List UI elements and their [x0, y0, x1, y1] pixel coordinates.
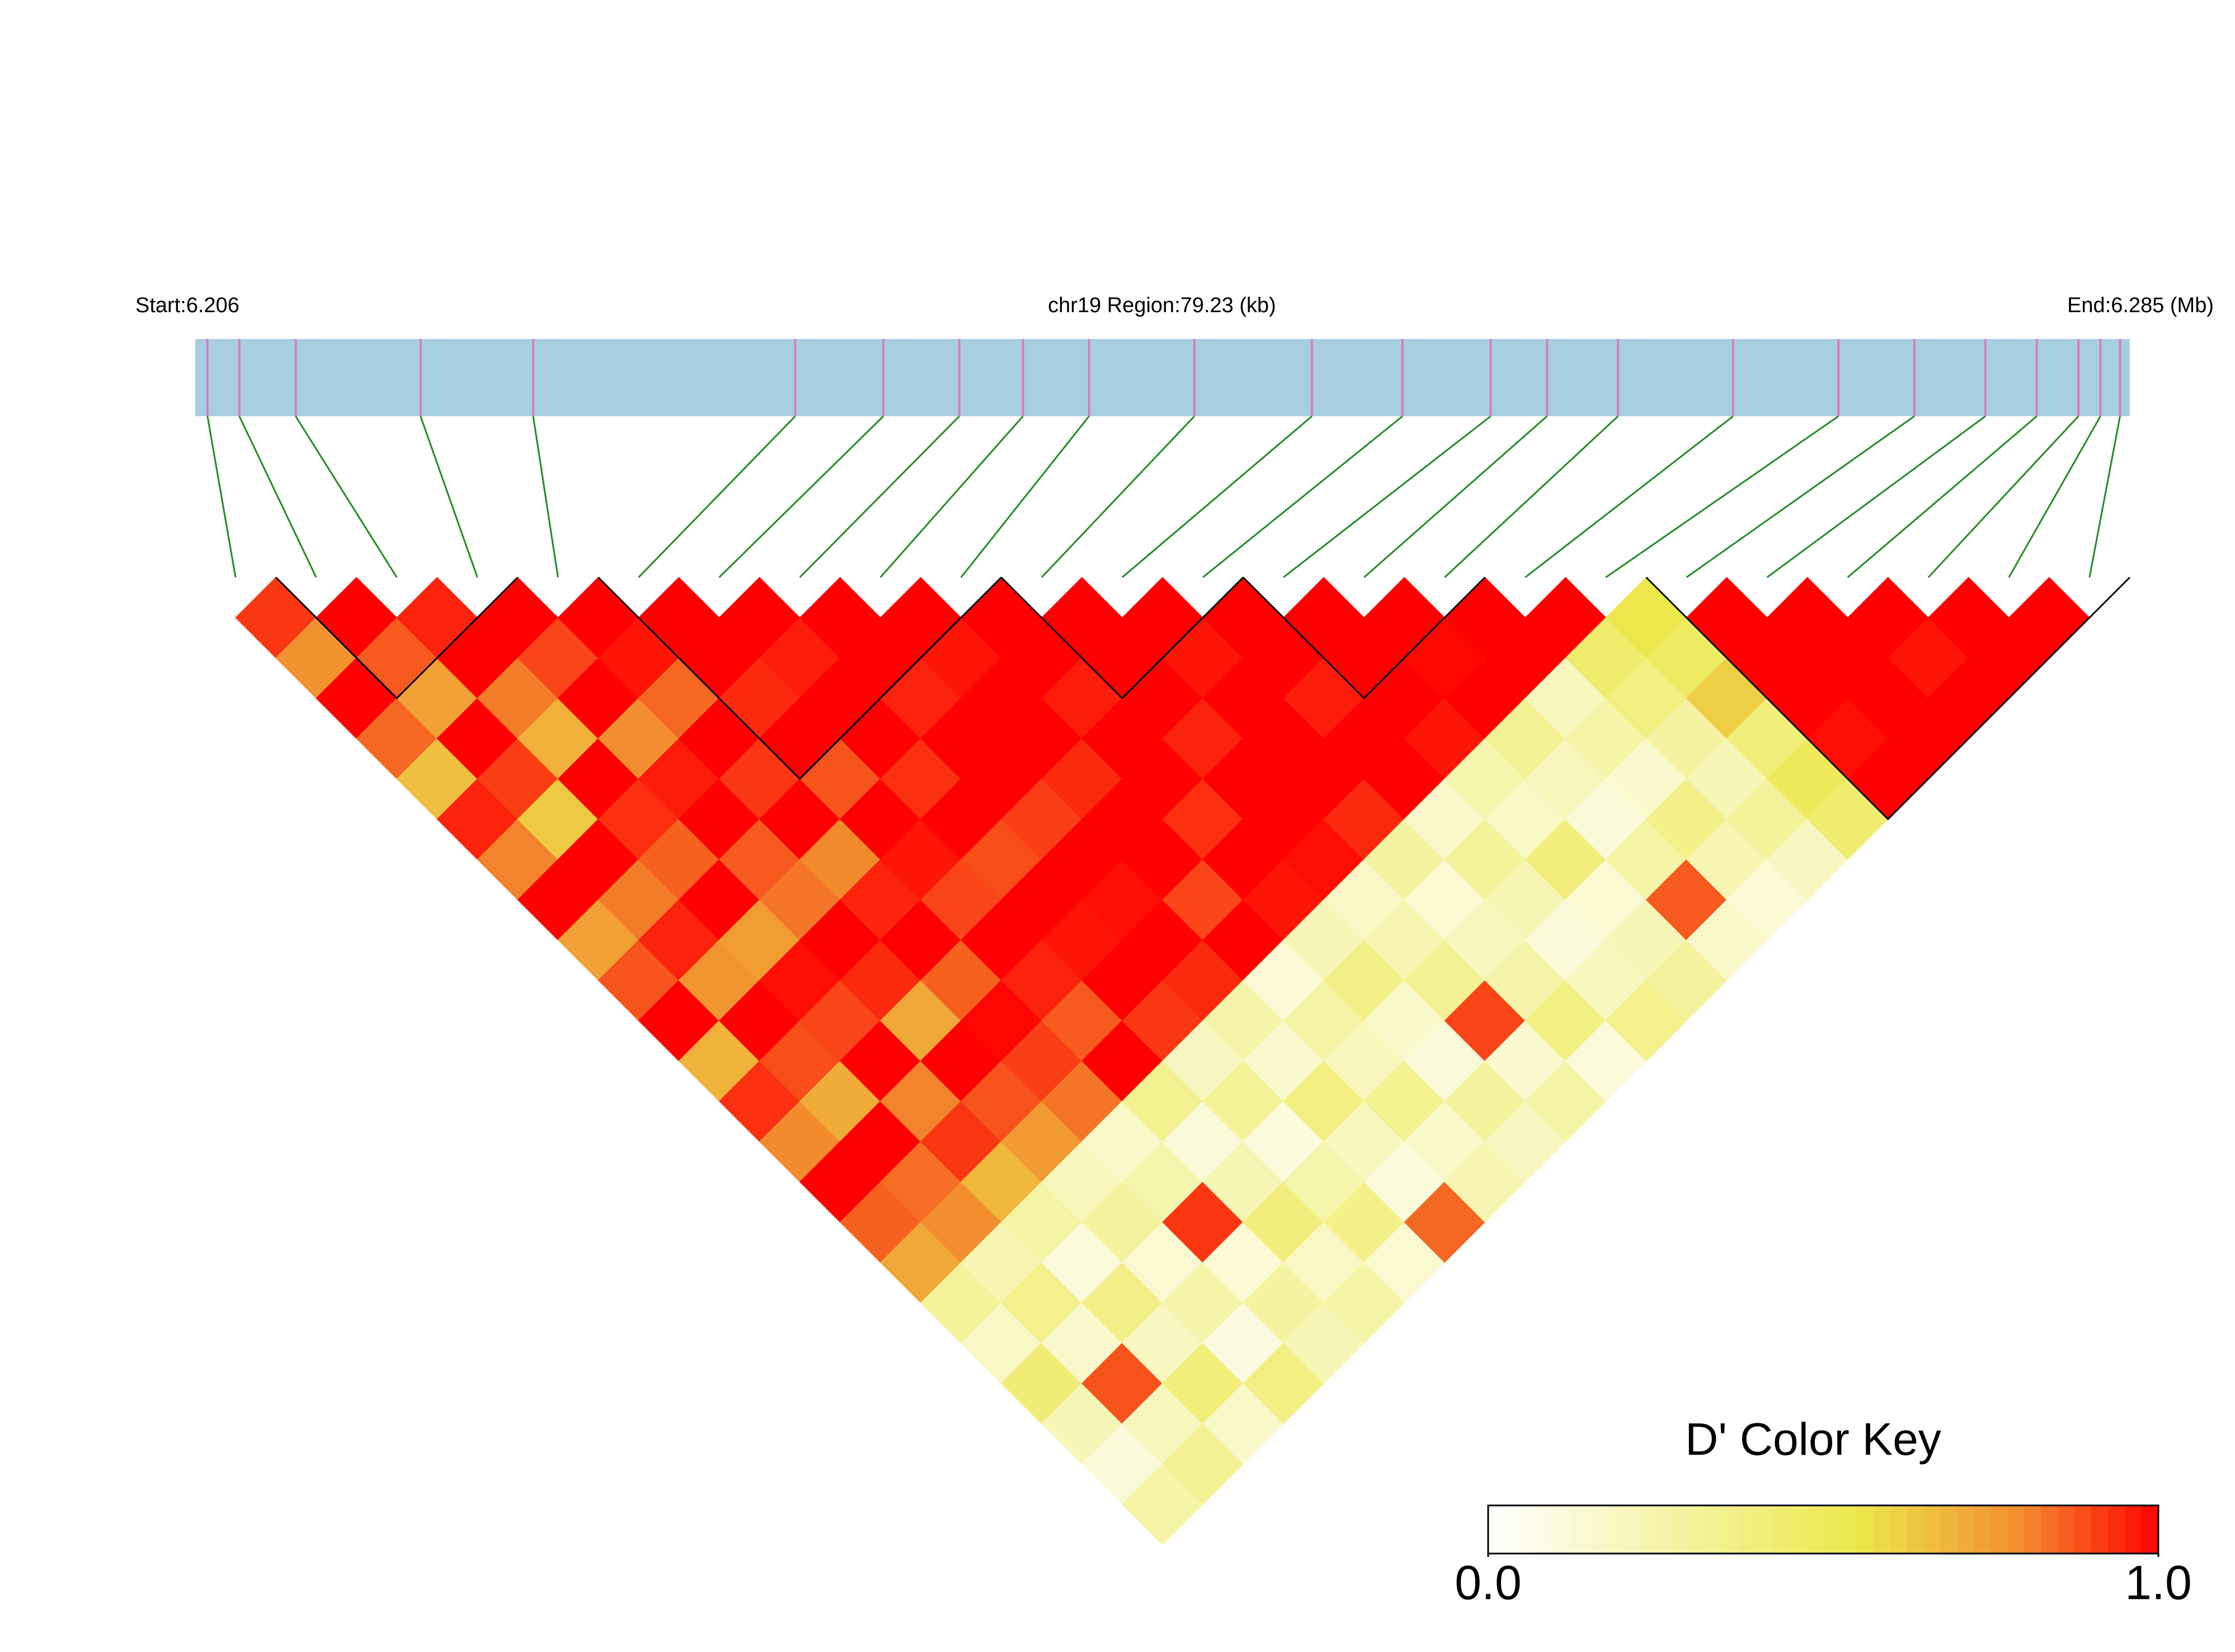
colorbar-step	[1839, 1505, 1857, 1554]
snp-link	[2088, 416, 2121, 578]
colorbar-step	[1538, 1505, 1556, 1554]
end-label: End:6.285 (Mb)	[2067, 294, 2214, 317]
colorbar-step	[1739, 1505, 1757, 1554]
colorbar-step	[1873, 1505, 1891, 1554]
region-label: chr19 Region:79.23 (kb)	[1048, 294, 1276, 317]
snp-link	[1605, 415, 1839, 578]
colorbar-step	[1521, 1505, 1539, 1554]
colorbar-step	[2125, 1505, 2143, 1554]
colorbar-step	[1756, 1505, 1774, 1554]
snp-link	[238, 416, 317, 578]
colorbar-step	[1689, 1505, 1707, 1554]
snp-link	[295, 416, 398, 578]
colorbar-step	[1823, 1505, 1841, 1554]
colorbar-tick-label: 0.0	[1455, 1556, 1522, 1610]
colorbar-step	[1488, 1505, 1505, 1554]
colorbar-step	[2108, 1505, 2126, 1554]
colorbar-step	[2142, 1505, 2159, 1554]
colorbar-step	[1806, 1505, 1824, 1554]
snp-link	[2008, 416, 2101, 578]
ld-block	[1243, 576, 1486, 700]
colorbar-step	[1923, 1505, 1941, 1554]
snp-link	[638, 415, 796, 578]
colorbar-step	[1940, 1505, 1958, 1554]
colorbar-step	[2007, 1505, 2025, 1554]
snp-link	[1363, 415, 1548, 578]
colorbar-step	[1571, 1505, 1589, 1554]
colorbar-step	[1706, 1505, 1724, 1554]
snp-link	[1202, 415, 1403, 578]
colorbar-step	[1856, 1505, 1874, 1554]
snp-link	[1524, 415, 1734, 578]
snp-link	[799, 415, 960, 578]
ld-block	[597, 576, 1002, 780]
colorbar-step	[2041, 1505, 2059, 1554]
snp-link	[1927, 415, 2079, 578]
colorbar-step	[1555, 1505, 1573, 1554]
snp-link	[1766, 415, 1986, 578]
snp-link	[718, 415, 884, 578]
colorbar-step	[1890, 1505, 1908, 1554]
colorbar-step	[1504, 1505, 1522, 1554]
colorbar-step	[1622, 1505, 1640, 1554]
colorbar-tick-label: 1.0	[2125, 1556, 2192, 1610]
snp-link	[532, 416, 559, 578]
snp-link	[1444, 415, 1619, 578]
snp-link	[1121, 415, 1312, 578]
colorbar-step	[1974, 1505, 1992, 1554]
ld-block	[275, 576, 519, 700]
colorbar-step	[2091, 1505, 2109, 1554]
snp-link	[960, 416, 1090, 578]
colorbar-step	[2058, 1505, 2076, 1554]
colorbar-step	[1672, 1505, 1690, 1554]
snp-link	[206, 416, 237, 578]
colorbar-step	[1907, 1505, 1925, 1554]
ld-block	[1645, 576, 2131, 821]
colorbar-step	[1723, 1505, 1740, 1554]
colorbar-step	[1655, 1505, 1673, 1554]
colorbar-step	[1773, 1505, 1791, 1554]
colorbar-step	[1639, 1505, 1657, 1554]
colorbar-step	[2074, 1505, 2092, 1554]
colorbar-step	[1588, 1505, 1606, 1554]
colorbar-step	[1790, 1505, 1808, 1554]
position-track	[195, 339, 2130, 416]
ld-block	[1000, 576, 1244, 700]
colorbar-title: D' Color Key	[1685, 1414, 1941, 1465]
start-label: Start:6.206	[135, 294, 239, 317]
snp-link	[420, 416, 478, 578]
snp-link	[1041, 415, 1195, 578]
snp-link	[1283, 415, 1491, 578]
snp-link	[1847, 415, 2038, 578]
colorbar-frame	[1487, 1504, 2159, 1555]
colorbar-step	[1605, 1505, 1623, 1554]
snp-link	[1686, 415, 1915, 578]
colorbar-step	[1991, 1505, 2008, 1554]
snp-link	[879, 416, 1024, 578]
colorbar-step	[1957, 1505, 1975, 1554]
colorbar-step	[2024, 1505, 2042, 1554]
